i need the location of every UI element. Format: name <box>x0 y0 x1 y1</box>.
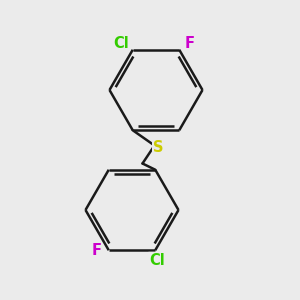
Text: S: S <box>153 140 163 154</box>
Text: Cl: Cl <box>149 253 165 268</box>
Text: Cl: Cl <box>113 36 129 51</box>
Text: F: F <box>91 243 101 258</box>
Text: F: F <box>185 36 195 51</box>
